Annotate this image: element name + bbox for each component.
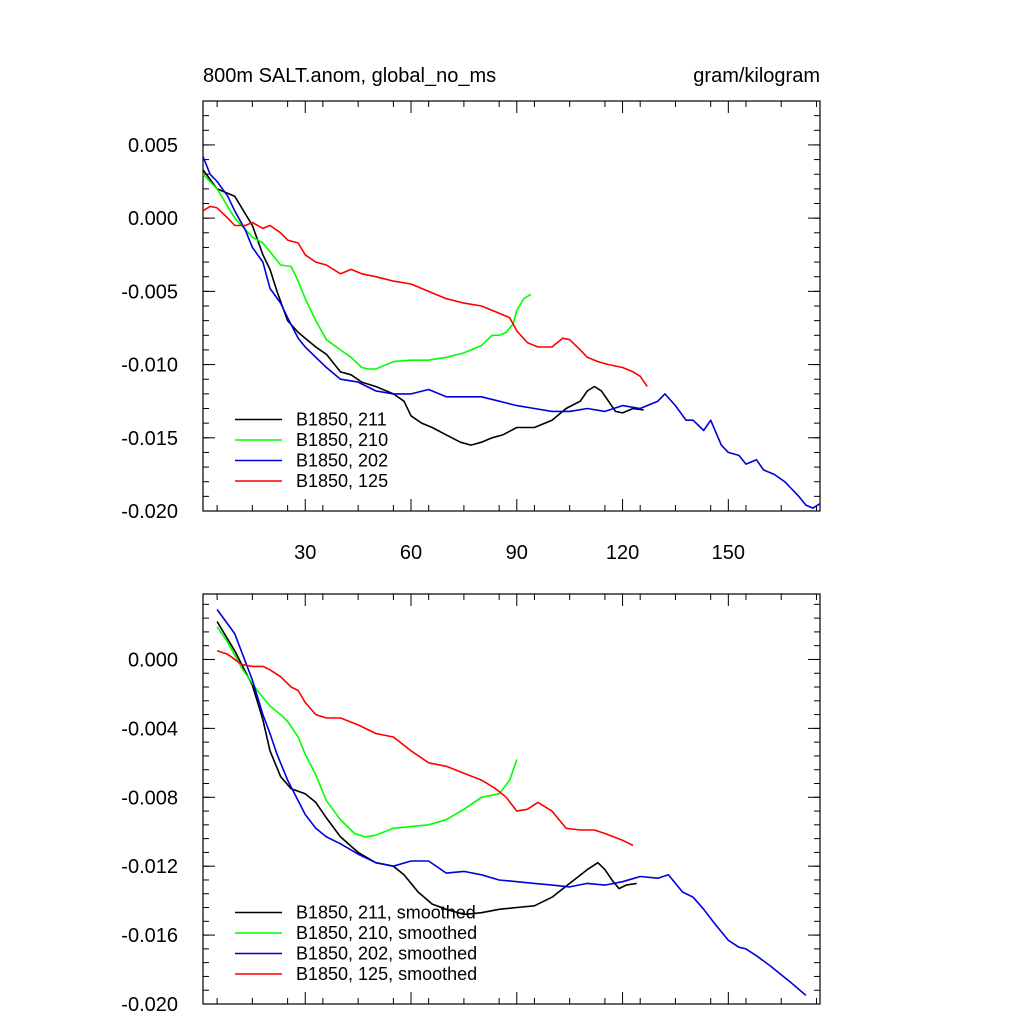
y-tick-label: -0.004	[121, 718, 178, 740]
y-tick-label: -0.010	[121, 355, 178, 377]
chart-panel-2: 0.000 -0.004 -0.008 -0.012 -0.016 -0.020 B1850…	[121, 593, 821, 1016]
legend-label: B1850, 202, smoothed	[296, 944, 477, 964]
y-tick-label: -0.020	[121, 501, 178, 523]
chart-title: 800m SALT.anom, global_no_ms	[203, 65, 496, 87]
series-line-b1850-202-smoothed	[216, 609, 807, 997]
series-line-b1850-210-smoothed	[216, 626, 518, 838]
y-tick-label: -0.008	[121, 787, 178, 809]
x-tick-label: 90	[506, 542, 528, 564]
plot-frame	[202, 593, 821, 1005]
chart-panel-1: 30 60 90 120 150 0.005 0.000 -0.005 -0.010 -0.015…	[121, 100, 821, 564]
series-line-b1850-125	[202, 205, 648, 387]
y-tick-label: 0.000	[128, 649, 178, 671]
legend-label: B1850, 125, smoothed	[296, 964, 477, 984]
y-tick-label: 0.005	[128, 135, 178, 157]
chart-units: gram/kilogram	[693, 65, 820, 87]
legend-label: B1850, 211	[296, 410, 387, 430]
y-tick-label: -0.012	[121, 856, 178, 878]
y-tick-label: -0.005	[121, 281, 178, 303]
series-line-b1850-211	[202, 169, 644, 446]
legend-label: B1850, 210, smoothed	[296, 923, 477, 943]
series-line-b1850-210	[202, 173, 532, 370]
legend-label: B1850, 210	[296, 430, 388, 450]
legend-label: B1850, 202	[296, 451, 388, 471]
x-tick-label: 150	[712, 542, 745, 564]
x-tick-label: 120	[606, 542, 639, 564]
y-tick-label: -0.015	[121, 428, 178, 450]
y-tick-label: -0.016	[121, 925, 178, 947]
y-tick-label: -0.020	[121, 994, 178, 1016]
series-line-b1850-211-smoothed	[216, 621, 637, 916]
x-tick-label: 60	[400, 542, 422, 564]
legend-label: B1850, 125	[296, 471, 388, 491]
y-tick-label: 0.000	[128, 208, 178, 230]
x-tick-label: 30	[294, 542, 316, 564]
series-line-b1850-125-smoothed	[216, 650, 634, 847]
series-line-b1850-202	[202, 156, 821, 509]
legend-label: B1850, 211, smoothed	[296, 903, 476, 923]
